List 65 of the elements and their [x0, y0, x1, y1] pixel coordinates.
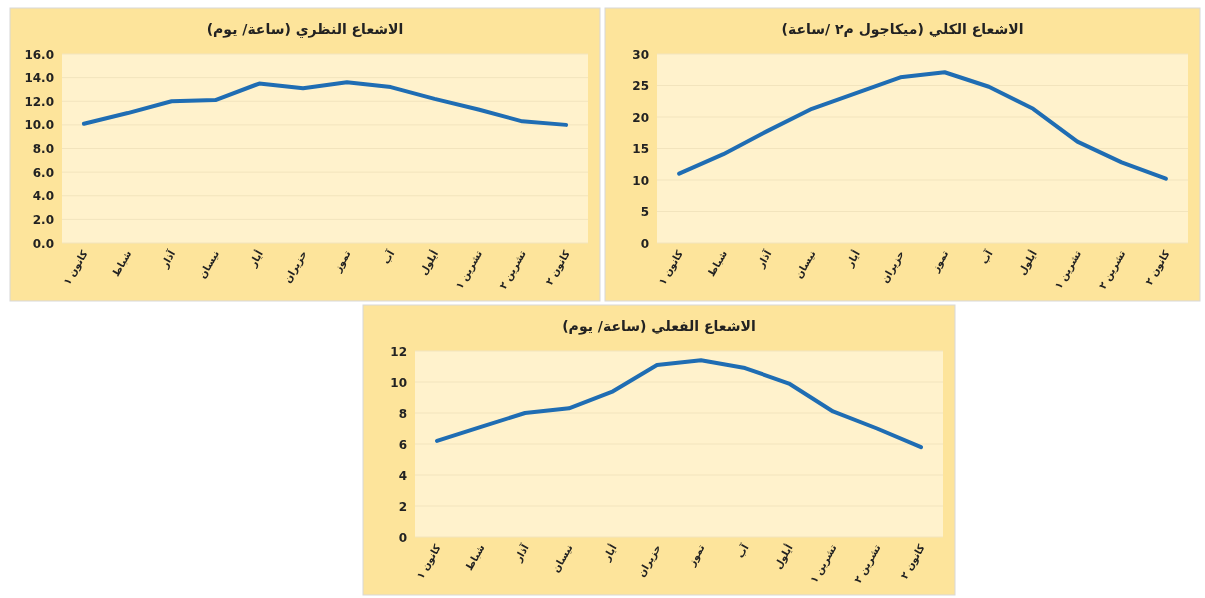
- x-tick-label: نيسان: [196, 248, 222, 281]
- x-tick-label: أيلول: [771, 542, 796, 572]
- y-tick-label: 8.0: [32, 142, 54, 156]
- x-tick-label: نيسان: [550, 542, 575, 575]
- y-tick-label: 15: [632, 142, 649, 156]
- y-tick-label: 10.0: [24, 118, 54, 133]
- x-tick-label: كانون ١: [414, 542, 444, 582]
- x-tick-label: حزيران: [878, 248, 907, 286]
- x-tick-label: تموز: [929, 248, 952, 275]
- x-tick-label: كانون ٢: [1143, 248, 1173, 288]
- chart-title: الاشعاع الكلي (ميكاجول م٢ /ساعة): [781, 21, 1024, 38]
- y-tick-label: 2.0: [32, 212, 54, 227]
- y-tick-label: 12.0: [24, 94, 54, 109]
- x-tick-label: آذار: [157, 247, 179, 271]
- x-tick-label: تموز: [685, 542, 708, 569]
- x-tick-label: آب: [977, 247, 995, 266]
- y-tick-label: 10: [632, 173, 649, 188]
- chart-title: الاشعاع الفعلي (ساعة/ يوم): [562, 318, 756, 335]
- line-series: [435, 358, 923, 450]
- x-tick-label: أيار: [245, 248, 266, 270]
- line-series: [81, 80, 569, 127]
- y-tick-label: 4: [398, 468, 407, 483]
- x-tick-label: أيلول: [1015, 248, 1040, 278]
- x-tick-label: تشرين ٢: [851, 542, 884, 586]
- y-tick-label: 6: [398, 437, 407, 452]
- y-tick-label: 20: [632, 110, 649, 125]
- y-tick-label: 2: [398, 499, 407, 514]
- y-tick-label: 25: [632, 79, 649, 93]
- x-tick-label: شباط: [463, 542, 487, 573]
- x-tick-label: آب: [733, 541, 752, 560]
- x-tick-label: كانون ٢: [898, 542, 928, 582]
- x-tick-label: آب: [379, 247, 397, 266]
- x-tick-label: نيسان: [792, 248, 818, 281]
- x-tick-label: آذار: [510, 541, 532, 565]
- y-tick-label: 30: [632, 47, 649, 62]
- x-tick-label: تشرين ١: [453, 248, 486, 292]
- y-tick-label: 0.0: [32, 236, 54, 251]
- line-series: [677, 70, 1168, 181]
- x-tick-label: تشرين ١: [807, 542, 840, 586]
- x-tick-label: تشرين ٢: [497, 248, 529, 292]
- x-tick-label: حزيران: [635, 542, 664, 580]
- x-tick-label: شباط: [109, 248, 134, 279]
- x-tick-label: أيار: [842, 248, 863, 270]
- x-tick-label: حزيران: [281, 248, 310, 286]
- y-tick-label: 6.0: [32, 165, 54, 180]
- y-tick-label: 8: [398, 406, 407, 421]
- x-tick-label: تموز: [331, 248, 354, 275]
- chart-title: الاشعاع النظري (ساعة/ يوم): [206, 21, 404, 39]
- x-tick-label: كانون ١: [61, 248, 91, 288]
- x-tick-label: كانون ١: [656, 248, 686, 288]
- y-tick-label: 5: [640, 205, 649, 219]
- y-tick-label: 4.0: [32, 189, 54, 204]
- y-tick-label: 0: [640, 236, 649, 251]
- y-tick-label: 12: [390, 344, 407, 359]
- x-tick-label: أيلول: [416, 248, 442, 278]
- y-tick-label: 16.0: [24, 47, 54, 62]
- x-tick-label: تشرين ٢: [1096, 248, 1129, 292]
- y-tick-label: 0: [398, 530, 407, 545]
- x-tick-label: شباط: [705, 248, 730, 279]
- y-tick-label: 14.0: [24, 71, 54, 86]
- x-tick-label: أيار: [599, 542, 620, 564]
- y-tick-label: 10: [390, 375, 407, 390]
- x-tick-label: كانون ٢: [543, 248, 573, 288]
- x-tick-label: تشرين ١: [1052, 248, 1085, 292]
- x-tick-label: آذار: [753, 247, 775, 271]
